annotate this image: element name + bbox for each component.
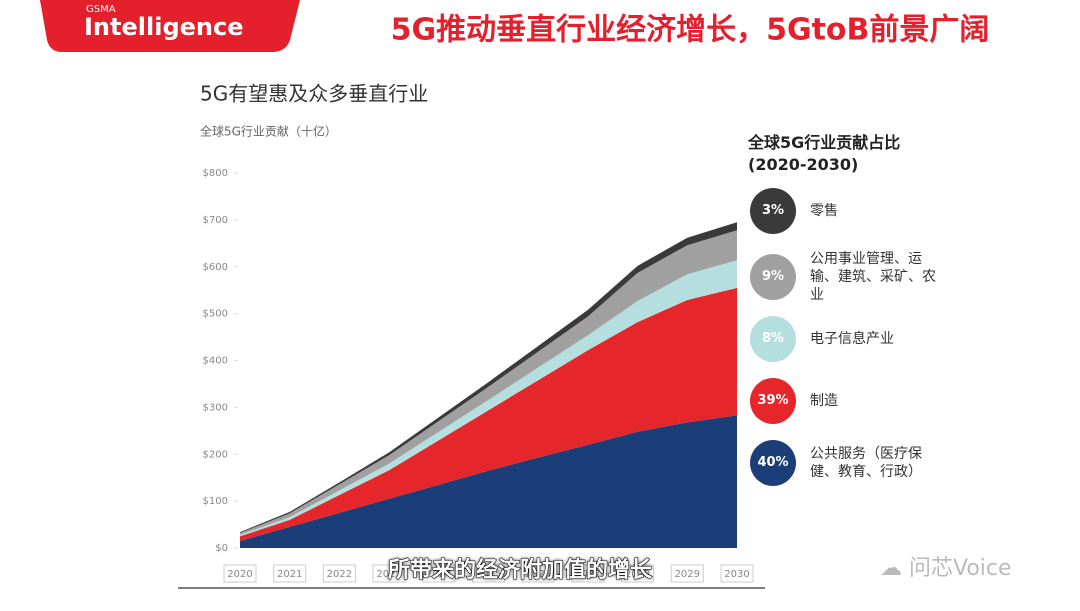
y-tick-label: $500 [203, 309, 228, 320]
share-badge: 3% [750, 188, 796, 234]
share-label: 39% [757, 393, 789, 408]
x-tick-box [372, 564, 406, 583]
share-label: 3% [761, 203, 785, 218]
x-tick-box [720, 564, 754, 583]
watermark-text: 问芯Voice [909, 556, 1012, 581]
share-badge: 8% [750, 316, 796, 362]
slide-title: 5G推动垂直行业经济增长，5GtoB前景广阔 [391, 13, 990, 48]
y-tick-label: $800 [203, 168, 228, 179]
area [240, 230, 737, 535]
x-tick-label: 2029 [675, 569, 700, 580]
area [240, 287, 737, 541]
x-tick-box [322, 564, 356, 583]
y-tick-label: $600 [203, 262, 228, 273]
legend-item: 9% 公用事业管理、运输、建筑、采矿、农业 [750, 250, 950, 304]
x-tick-label: 2022 [327, 569, 352, 580]
share-badge: 40% [750, 440, 796, 486]
legend-label: 制造 [810, 393, 838, 409]
caption: 所带来的经济附加值的增长 [387, 558, 653, 584]
y-tick-label: $400 [203, 356, 228, 367]
brand-small: GSMA [86, 4, 116, 15]
share-label: 8% [761, 331, 785, 346]
legend-item: 39% 制造 [750, 378, 950, 424]
brand: Intelligence [84, 13, 244, 41]
y-tick-label: $300 [203, 402, 228, 413]
x-tick-box [571, 564, 605, 583]
watermark: ☁ 问芯Voice [880, 556, 1012, 581]
x-tick-label: 2025 [476, 569, 501, 580]
x-tick-label: 2026 [525, 569, 550, 580]
x-tick-label: 2024 [426, 569, 451, 580]
x-tick-box [670, 564, 704, 583]
x-tick-label: 2027 [575, 569, 600, 580]
x-tick-box [273, 564, 307, 583]
x-tick-label: 2030 [724, 569, 749, 580]
x-tick-box [621, 564, 655, 583]
y-tick-label: $100 [203, 496, 228, 507]
legend-label: 电子信息产业 [810, 331, 894, 347]
legend-item: 40% 公共服务（医疗保健、教育、行政） [750, 440, 950, 486]
share-label: 9% [761, 269, 785, 284]
y-axis-label: 全球5G行业贡献（十亿） [200, 124, 337, 139]
x-tick-label: 2021 [277, 569, 302, 580]
x-tick-box [223, 564, 257, 583]
legend-label: 零售 [810, 203, 838, 219]
legend-item: 3% 零售 [750, 188, 950, 234]
area [240, 260, 737, 537]
y-tick-label: $700 [203, 215, 228, 226]
share-badge: 39% [750, 378, 796, 424]
legend-title: 全球5G行业贡献占比(2020-2030) [747, 133, 900, 174]
x-tick-box [521, 564, 555, 583]
legend-label: 公共服务（医疗保健、教育、行政） [810, 446, 922, 480]
area [240, 415, 737, 548]
y-tick-label: $200 [203, 449, 228, 460]
x-tick-box [472, 564, 505, 583]
brand-tab [40, 0, 300, 52]
x-tick-label: 2023 [376, 569, 401, 580]
legend-item: 8% 电子信息产业 [750, 316, 950, 362]
share-badge: 9% [750, 254, 796, 300]
x-tick-box [422, 564, 456, 583]
x-tick-label: 2020 [227, 569, 252, 580]
share-label: 40% [757, 455, 789, 470]
y-tick-label: $0 [215, 543, 228, 554]
legend-label: 公用事业管理、运输、建筑、采矿、农业 [810, 251, 936, 303]
x-tick-label: 2028 [625, 569, 650, 580]
chart-title: 5G有望惠及众多垂直行业 [200, 82, 428, 106]
